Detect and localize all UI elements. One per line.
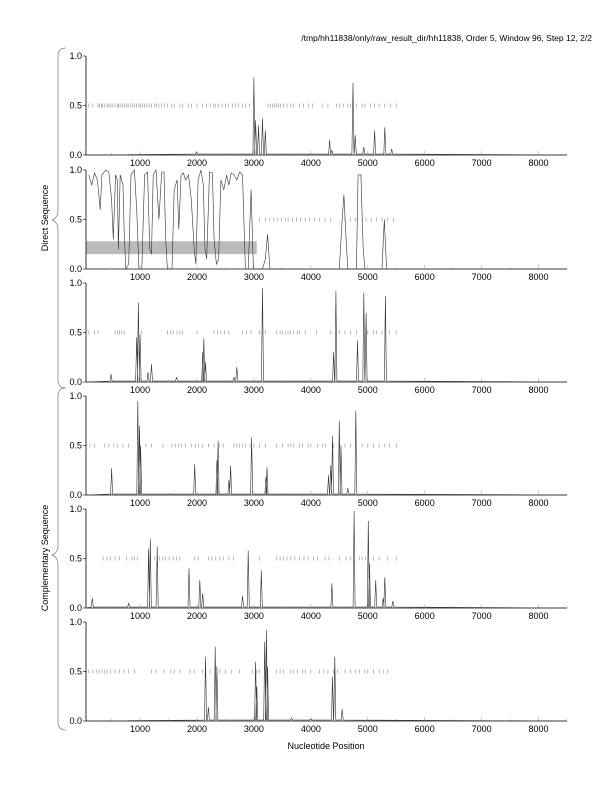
x-tick-label: 1000 — [130, 611, 150, 621]
coding-potential-line — [88, 168, 567, 271]
complementary-sequence-label: Complementary Sequence — [40, 505, 50, 612]
y-tick-label: 0.0 — [69, 603, 82, 613]
panel-2: 0.0 0.5 1.0 1000 2000 3000 4000 5000 6000 7000 800… — [69, 165, 568, 282]
x-tick-label: 1000 — [130, 498, 150, 508]
highlight-band — [86, 241, 257, 255]
x-tick-label: 1000 — [130, 158, 150, 168]
coding-potential-line — [85, 400, 568, 496]
panel-5: 0.0 0.5 1.0 1000 2000 3000 4000 5000 6000 7000 800… — [69, 504, 568, 621]
panel-6: 0.0 0.5 1.0 1000 2000 3000 4000 5000 6000 7000 800… — [69, 617, 568, 734]
x-tick-label: 6000 — [415, 724, 435, 734]
x-tick-label: 5000 — [358, 611, 378, 621]
x-tick-label: 6000 — [415, 385, 435, 395]
x-tick-label: 3000 — [244, 158, 264, 168]
x-tick-label: 5000 — [358, 385, 378, 395]
x-tick-label: 7000 — [472, 385, 492, 395]
x-tick-label: 2000 — [187, 724, 207, 734]
y-tick-label: 0.0 — [69, 490, 82, 500]
x-tick-label: 8000 — [529, 498, 549, 508]
chart-title: /tmp/hh11838/only/raw_result_dir/hh11838… — [301, 33, 592, 43]
x-tick-label: 3000 — [244, 385, 264, 395]
y-tick-label: 0.5 — [69, 554, 82, 564]
y-tick-label: 0.0 — [69, 377, 82, 387]
x-tick-label: 5000 — [358, 272, 378, 282]
y-tick-label: 0.0 — [69, 264, 82, 274]
x-tick-label: 7000 — [472, 611, 492, 621]
complementary-bracket — [50, 387, 67, 731]
x-tick-label: 4000 — [301, 158, 321, 168]
x-tick-label: 1000 — [130, 385, 150, 395]
x-tick-label: 6000 — [415, 272, 435, 282]
direct-bracket — [50, 47, 67, 389]
x-tick-label: 3000 — [244, 498, 264, 508]
x-tick-label: 4000 — [301, 272, 321, 282]
y-tick-label: 1.0 — [69, 51, 82, 61]
x-tick-label: 7000 — [472, 158, 492, 168]
x-tick-label: 8000 — [529, 385, 549, 395]
x-tick-label: 1000 — [130, 724, 150, 734]
y-tick-label: 1.0 — [69, 165, 82, 175]
panel-1: 0.0 0.5 1.0 1000 2000 3000 4000 5000 6000 7000 800… — [69, 51, 568, 168]
x-tick-label: 2000 — [187, 158, 207, 168]
x-tick-label: 7000 — [472, 498, 492, 508]
y-tick-label: 1.0 — [69, 391, 82, 401]
x-tick-label: 8000 — [529, 158, 549, 168]
x-tick-label: 8000 — [529, 611, 549, 621]
coding-potential-line — [85, 510, 568, 609]
y-tick-label: 0.5 — [69, 667, 82, 677]
x-tick-label: 6000 — [415, 611, 435, 621]
x-tick-label: 2000 — [187, 272, 207, 282]
y-tick-label: 1.0 — [69, 278, 82, 288]
x-axis-label: Nucleotide Position — [287, 741, 364, 751]
x-tick-label: 2000 — [187, 611, 207, 621]
x-tick-label: 2000 — [187, 498, 207, 508]
y-tick-label: 1.0 — [69, 617, 82, 627]
x-tick-label: 8000 — [529, 272, 549, 282]
x-tick-label: 3000 — [244, 724, 264, 734]
y-tick-label: 0.5 — [69, 441, 82, 451]
x-tick-label: 2000 — [187, 385, 207, 395]
x-tick-label: 4000 — [301, 611, 321, 621]
y-tick-label: 0.5 — [69, 328, 82, 338]
x-tick-label: 4000 — [301, 498, 321, 508]
x-tick-label: 3000 — [244, 272, 264, 282]
direct-sequence-label: Direct Sequence — [40, 185, 50, 252]
x-tick-label: 5000 — [358, 724, 378, 734]
x-tick-label: 4000 — [301, 385, 321, 395]
coding-potential-line — [85, 77, 568, 156]
x-tick-label: 5000 — [358, 158, 378, 168]
x-tick-label: 7000 — [472, 272, 492, 282]
x-tick-label: 7000 — [472, 724, 492, 734]
y-tick-label: 1.0 — [69, 504, 82, 514]
x-tick-label: 6000 — [415, 498, 435, 508]
y-tick-label: 0.5 — [69, 215, 82, 225]
x-tick-label: 6000 — [415, 158, 435, 168]
x-tick-label: 5000 — [358, 498, 378, 508]
y-tick-label: 0.0 — [69, 150, 82, 160]
panel-4: 0.0 0.5 1.0 1000 2000 3000 4000 5000 6000 7000 800… — [69, 391, 568, 508]
x-tick-label: 3000 — [244, 611, 264, 621]
y-tick-label: 0.5 — [69, 101, 82, 111]
x-tick-label: 8000 — [529, 724, 549, 734]
x-tick-label: 4000 — [301, 724, 321, 734]
y-tick-label: 0.0 — [69, 716, 82, 726]
x-tick-label: 1000 — [130, 272, 150, 282]
panel-3: 0.0 0.5 1.0 1000 2000 3000 4000 5000 6000 7000 800… — [69, 278, 568, 395]
coding-potential-line — [85, 287, 568, 383]
coding-potential-line — [85, 629, 568, 722]
